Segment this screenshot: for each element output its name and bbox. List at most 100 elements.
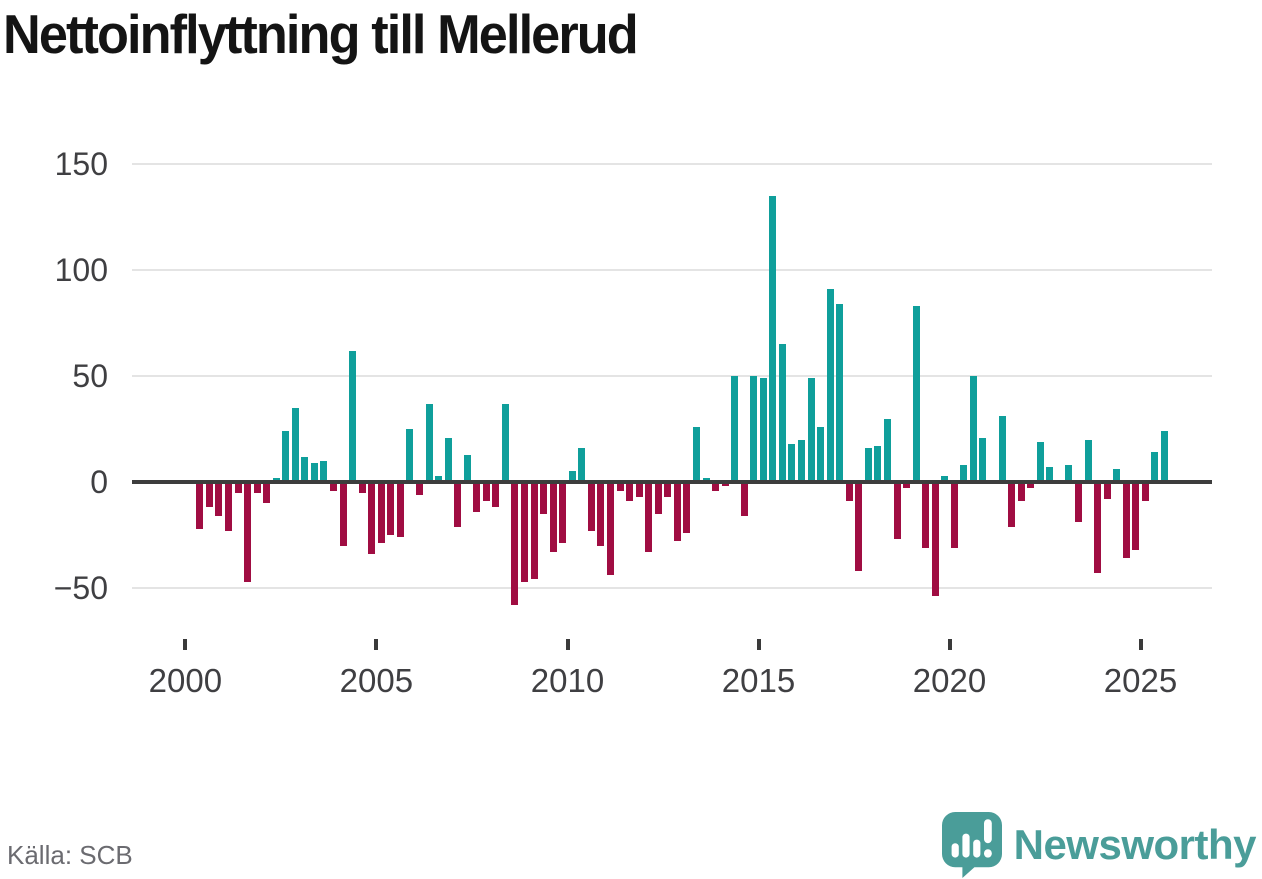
bar-negative bbox=[635, 482, 643, 497]
x-axis-label: 2005 bbox=[339, 662, 414, 699]
brand-name: Newsworthy bbox=[1013, 821, 1257, 868]
chart-title: Nettoinflyttning till Mellerud bbox=[3, 3, 639, 65]
x-axis-label: 2020 bbox=[912, 662, 987, 699]
bar-positive bbox=[1160, 431, 1168, 482]
bar-positive bbox=[798, 439, 805, 482]
plot-area: 150 100 50 0 −50 2000 2005 2010 2015 2020 2025 bbox=[53, 146, 1212, 699]
bar-positive bbox=[778, 344, 786, 482]
bar-negative bbox=[664, 482, 672, 497]
bar-negative bbox=[626, 482, 633, 502]
bar-negative bbox=[415, 482, 423, 495]
bar-negative bbox=[1103, 482, 1111, 499]
bar-negative bbox=[740, 482, 748, 516]
bar-positive bbox=[568, 471, 576, 482]
bar-positive bbox=[702, 477, 710, 482]
x-axis-tick bbox=[565, 639, 570, 650]
bar-negative bbox=[606, 482, 614, 576]
gridline bbox=[132, 586, 1212, 589]
bar-negative bbox=[396, 482, 404, 538]
bar-negative bbox=[587, 482, 595, 531]
bar-negative bbox=[377, 482, 385, 544]
bar-negative bbox=[1017, 482, 1025, 502]
bar-positive bbox=[759, 378, 767, 482]
x-axis-tick bbox=[756, 639, 761, 650]
bar-positive bbox=[272, 477, 280, 482]
bar-positive bbox=[406, 429, 414, 482]
x-axis-tick bbox=[374, 639, 379, 650]
bar-positive bbox=[1046, 467, 1054, 482]
bar-negative bbox=[1141, 482, 1149, 502]
bar-negative bbox=[263, 482, 271, 504]
bar-positive bbox=[501, 403, 509, 482]
bar-positive bbox=[788, 443, 796, 482]
bar-positive bbox=[912, 306, 920, 482]
x-axis-tick bbox=[1138, 639, 1143, 650]
bar-positive bbox=[301, 456, 309, 482]
bar-negative bbox=[1008, 482, 1016, 527]
y-axis-label: 50 bbox=[72, 358, 108, 395]
bar-positive bbox=[817, 426, 825, 482]
bar-positive bbox=[769, 196, 777, 482]
bar-positive bbox=[750, 376, 758, 482]
bar-negative bbox=[721, 482, 729, 487]
bar-negative bbox=[330, 482, 337, 491]
bar-negative bbox=[339, 482, 347, 546]
bar-negative bbox=[358, 482, 366, 493]
bar-positive bbox=[578, 448, 586, 482]
y-axis-label: 0 bbox=[90, 464, 108, 500]
bar-positive bbox=[941, 475, 949, 482]
bar-positive bbox=[692, 426, 700, 482]
newsworthy-bubble-chart-icon bbox=[941, 812, 1002, 878]
bar-positive bbox=[435, 475, 442, 482]
bar-negative bbox=[950, 482, 958, 548]
bar-negative bbox=[549, 482, 557, 552]
bar-negative bbox=[521, 482, 528, 582]
bar-positive bbox=[826, 289, 834, 482]
bar-negative bbox=[454, 482, 462, 527]
bar-negative bbox=[196, 482, 204, 529]
bar-positive bbox=[463, 454, 471, 482]
bar-negative bbox=[903, 482, 910, 489]
bar-negative bbox=[616, 482, 624, 491]
bar-negative bbox=[1074, 482, 1082, 523]
bar-negative bbox=[673, 482, 681, 542]
bar-negative bbox=[482, 482, 490, 502]
bar-negative bbox=[511, 482, 519, 605]
bar-negative bbox=[654, 482, 662, 514]
bar-positive bbox=[1036, 441, 1044, 482]
bar-positive bbox=[291, 407, 299, 482]
gridline bbox=[132, 269, 1212, 272]
bar-negative bbox=[244, 482, 251, 582]
bar-positive bbox=[998, 416, 1006, 482]
bar-positive bbox=[1084, 439, 1092, 482]
bar-positive bbox=[864, 448, 872, 482]
bar-positive bbox=[310, 462, 318, 482]
y-axis-label: 100 bbox=[54, 252, 108, 289]
bar-positive bbox=[1151, 452, 1159, 482]
y-axis-label: 150 bbox=[54, 146, 108, 183]
bar-negative bbox=[1094, 482, 1101, 574]
bar-positive bbox=[807, 378, 815, 482]
bar-positive bbox=[883, 418, 891, 482]
bar-negative bbox=[845, 482, 853, 502]
bar-positive bbox=[349, 350, 357, 482]
bar-negative bbox=[473, 482, 481, 512]
bar-negative bbox=[530, 482, 538, 580]
x-axis-tick bbox=[947, 639, 952, 650]
bar-positive bbox=[320, 460, 328, 482]
y-axis-label: −50 bbox=[53, 569, 108, 606]
bar-negative bbox=[224, 482, 232, 531]
bar-negative bbox=[1122, 482, 1130, 559]
bar-positive bbox=[874, 446, 882, 482]
bar-negative bbox=[931, 482, 939, 597]
source-note: Källa: SCB bbox=[7, 840, 133, 870]
bar-positive bbox=[979, 437, 987, 482]
bar-positive bbox=[282, 431, 290, 482]
bar-negative bbox=[387, 482, 395, 535]
bar-positive bbox=[444, 437, 452, 482]
bar-negative bbox=[645, 482, 653, 552]
bar-negative bbox=[368, 482, 376, 554]
gridline bbox=[132, 375, 1212, 378]
x-axis-label: 2025 bbox=[1103, 662, 1178, 699]
